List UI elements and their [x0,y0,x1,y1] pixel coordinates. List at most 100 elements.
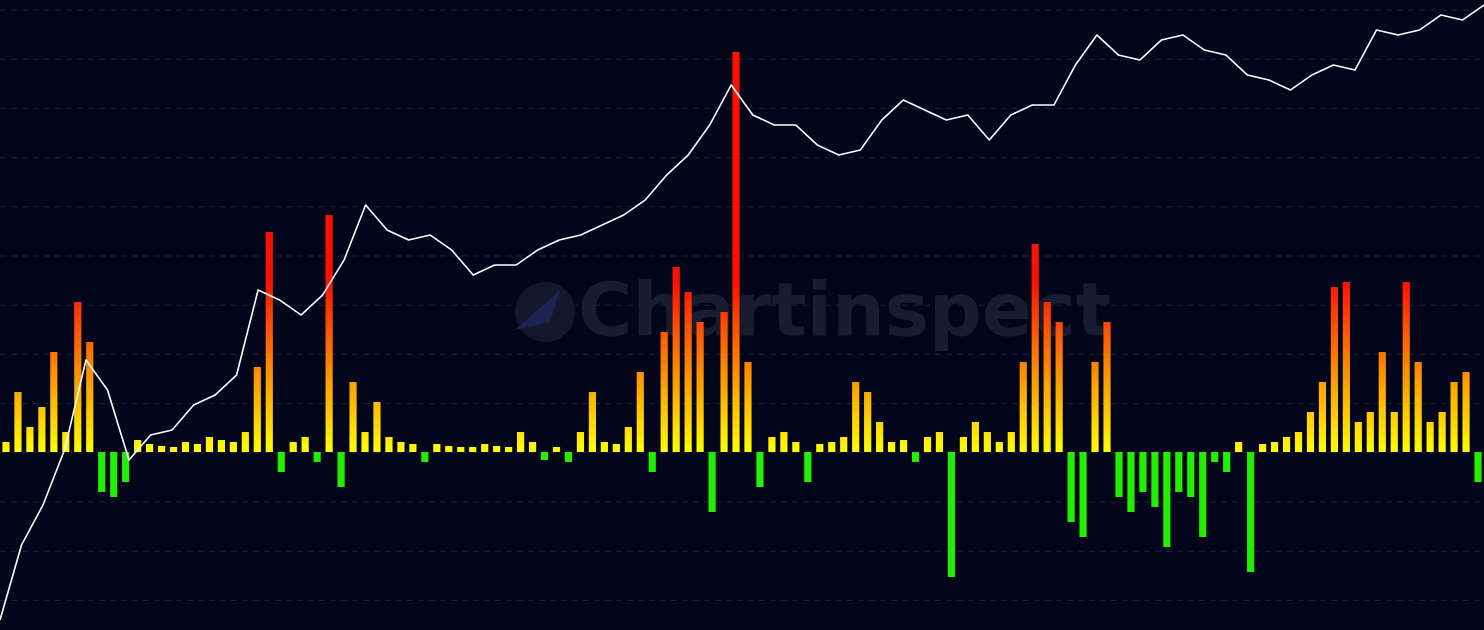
bar [756,452,764,487]
bar [134,440,142,452]
bar [74,302,82,452]
bar [1091,362,1099,452]
bar [923,437,932,452]
bar [457,447,465,452]
price-line [0,4,1484,621]
bar [86,342,94,452]
bar [888,442,896,452]
line-layer [0,4,1484,621]
bar [552,447,561,452]
bar [564,452,573,462]
bar [122,452,130,482]
bar [1043,302,1051,452]
bar [1151,452,1159,507]
bar [1007,432,1015,452]
bar [768,437,776,452]
bar [1462,372,1470,452]
bar [947,452,956,577]
bar [1247,452,1255,572]
bar [1163,452,1171,547]
bar [1055,322,1063,452]
bar [780,432,788,452]
bar [852,382,860,452]
bar [624,427,632,452]
bar [265,232,273,452]
grid [0,9,1484,601]
bar [1378,352,1386,452]
bar [816,444,824,452]
bar [445,446,453,452]
bar [229,442,237,452]
bar [157,446,166,452]
bar [409,444,417,452]
bar [50,352,58,452]
bar [26,427,34,452]
bar [193,444,202,452]
bar [1270,442,1279,452]
bar [792,442,800,452]
bar [1199,452,1207,537]
bar [505,447,513,452]
bar [1115,452,1123,497]
bar [1390,412,1398,452]
bar [1187,452,1195,497]
bar [1079,452,1087,537]
bar [1175,452,1183,492]
bar [1342,282,1350,452]
bar [517,432,525,452]
watermark: Chartinspect [515,268,1111,354]
bar [146,444,154,452]
bar [98,452,106,492]
bar [1474,452,1482,482]
bar [289,442,297,452]
watermark-logo-mark [515,290,560,330]
bar [313,452,321,462]
bar [648,452,656,472]
bar [612,444,620,452]
bar [469,447,477,452]
bar [672,267,680,452]
bar [1282,437,1291,452]
bar [1414,362,1422,452]
bar [349,382,357,452]
bar [361,432,369,452]
bar [301,437,309,452]
bar [110,452,118,497]
bar [1402,282,1410,452]
bar [1306,412,1315,452]
bar [995,442,1003,452]
bar [277,452,285,472]
bar [1294,432,1303,452]
watermark-text: Chartinspect [578,268,1111,354]
bar [1127,452,1135,512]
bar [804,452,812,482]
bar [1019,362,1027,452]
bar [828,442,836,452]
bar [732,52,740,452]
bar [708,452,716,512]
bar [1259,444,1267,452]
bar [217,440,225,452]
bar [493,446,501,452]
bar [1426,422,1434,452]
bar [433,444,441,452]
bar [528,442,537,452]
bar [696,322,704,452]
bar [481,444,489,452]
bar [1354,422,1362,452]
bar [971,422,979,452]
bar [840,437,848,452]
bar [1318,382,1327,452]
bar [576,432,585,452]
bar [1223,452,1231,472]
bar [899,440,908,452]
bar [720,312,728,452]
bar [373,402,381,452]
bar [660,332,668,452]
bar [205,437,214,452]
bar [983,432,991,452]
bar [864,392,872,452]
bar [14,392,22,452]
